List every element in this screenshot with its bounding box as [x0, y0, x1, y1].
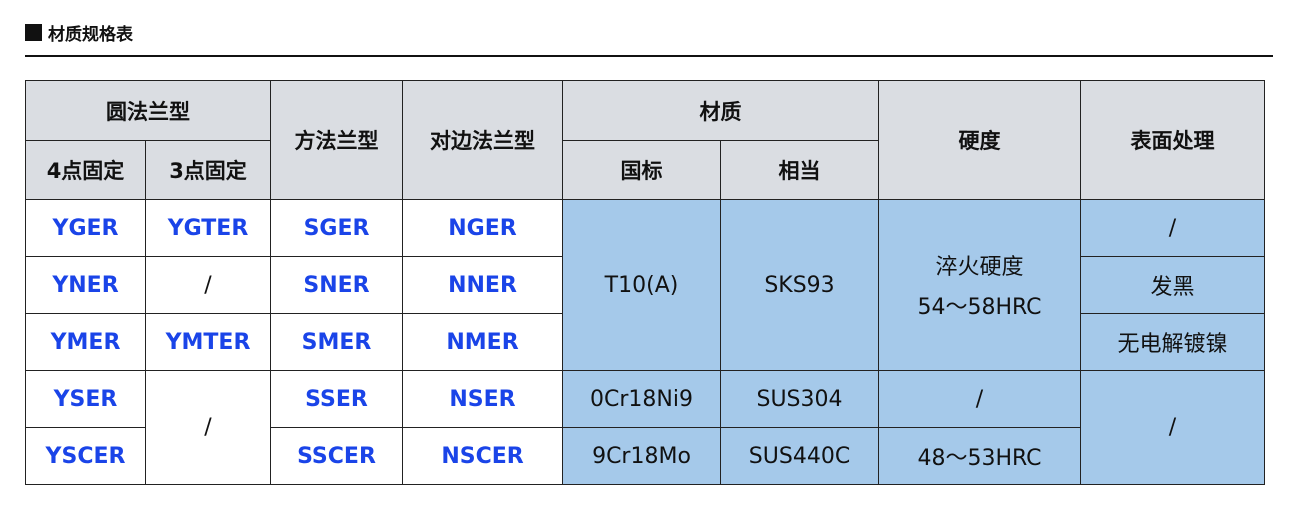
cell-four-point: YMER: [25, 313, 146, 371]
cell-three-point-merged: /: [145, 370, 271, 485]
cell-opposite: NSER: [402, 370, 563, 428]
table-row: YNER / SNER NNER 发黑: [25, 256, 1265, 314]
header-hardness: 硬度: [878, 80, 1081, 200]
cell-equivalent: SUS304: [720, 370, 879, 428]
header-opposite-flange: 对边法兰型: [402, 80, 563, 200]
cell-hardness-merged: 淬火硬度 54～58HRC: [878, 199, 1081, 371]
cell-surface: 无电解镀镍: [1080, 313, 1265, 371]
cell-square: SMER: [270, 313, 403, 371]
table-row: YGER YGTER SGER NGER T10(A) SKS93 淬火硬度 54…: [25, 199, 1265, 371]
cell-surface: /: [1080, 199, 1265, 257]
cell-equivalent: SUS440C: [720, 427, 879, 485]
header-national: 国标: [562, 140, 721, 200]
header-three-point: 3点固定: [145, 140, 271, 200]
cell-hardness: 48～53HRC: [878, 427, 1081, 485]
cell-equivalent-merged: SKS93: [720, 199, 879, 371]
header-surface: 表面处理: [1080, 80, 1265, 200]
cell-three-point: /: [145, 256, 271, 314]
cell-national: 9Cr18Mo: [562, 427, 721, 485]
cell-four-point: YSCER: [25, 427, 146, 485]
cell-four-point: YGER: [25, 199, 146, 257]
cell-three-point: YMTER: [145, 313, 271, 371]
header-round-flange: 圆法兰型: [25, 80, 271, 141]
cell-four-point: YSER: [25, 370, 146, 428]
cell-surface-merged: /: [1080, 370, 1265, 485]
header-square-flange: 方法兰型: [270, 80, 403, 200]
table-row: YSCER SSCER NSCER 9Cr18Mo SUS440C 48～53H…: [25, 427, 1265, 485]
cell-square: SGER: [270, 199, 403, 257]
material-spec-table: 圆法兰型 方法兰型 对边法兰型 材质 硬度 表面处理 4点固定 3点固定 国标 …: [25, 80, 1265, 485]
hardness-line2: 54～58HRC: [917, 295, 1042, 320]
cell-square: SSER: [270, 370, 403, 428]
header-material: 材质: [562, 80, 879, 141]
cell-opposite: NMER: [402, 313, 563, 371]
divider: [25, 55, 1273, 57]
cell-opposite: NNER: [402, 256, 563, 314]
cell-three-point: YGTER: [145, 199, 271, 257]
cell-national: 0Cr18Ni9: [562, 370, 721, 428]
cell-surface: 发黑: [1080, 256, 1265, 314]
table-row: YSER / SSER NSER 0Cr18Ni9 SUS304 / /: [25, 370, 1265, 485]
cell-four-point: YNER: [25, 256, 146, 314]
cell-hardness: /: [878, 370, 1081, 428]
cell-national-merged: T10(A): [562, 199, 721, 371]
hardness-line1: 淬火硬度: [935, 255, 1024, 280]
header-four-point: 4点固定: [25, 140, 146, 200]
cell-square: SNER: [270, 256, 403, 314]
cell-opposite: NGER: [402, 199, 563, 257]
square-bullet-icon: [25, 24, 42, 41]
cell-square: SSCER: [270, 427, 403, 485]
header-equivalent: 相当: [720, 140, 879, 200]
section-title-text: 材质规格表: [48, 25, 133, 45]
section-title: 材质规格表: [25, 20, 133, 45]
cell-opposite: NSCER: [402, 427, 563, 485]
